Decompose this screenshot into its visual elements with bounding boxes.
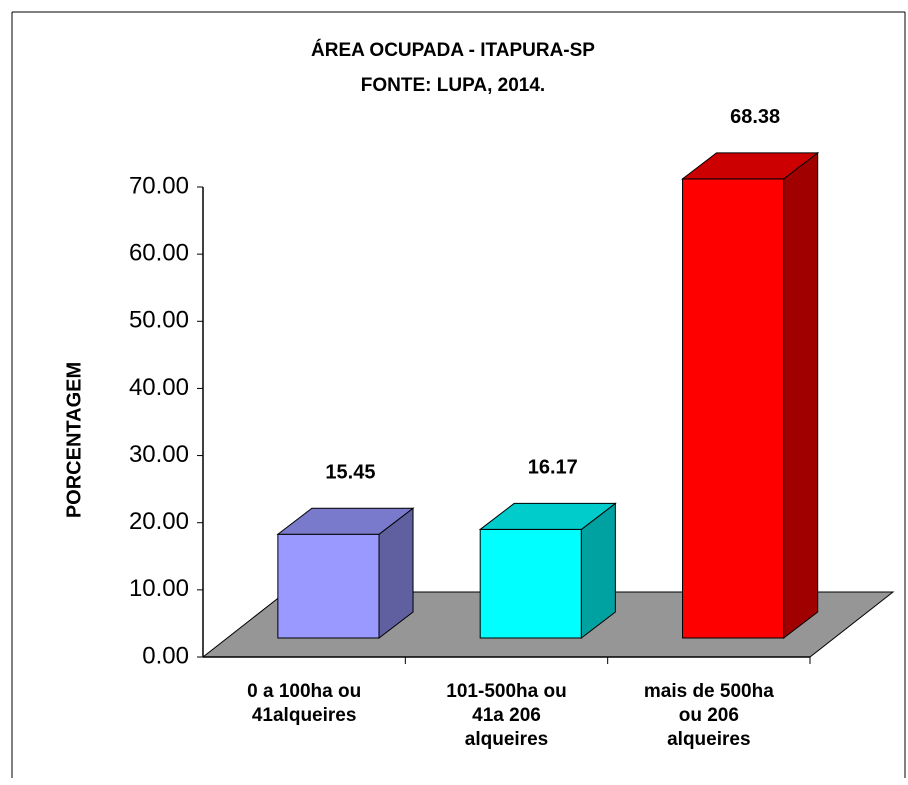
y-tick-label: 20.00 xyxy=(129,508,189,535)
x-tick-label: 101-500ha ou 41a 206 alqueires xyxy=(446,681,567,750)
y-tick-label: 50.00 xyxy=(129,307,189,334)
y-tick-label: 60.00 xyxy=(129,239,189,266)
y-tick-label: 40.00 xyxy=(129,374,189,401)
bar-front xyxy=(277,533,380,639)
value-label: 16.17 xyxy=(528,457,578,479)
y-tick-label: 30.00 xyxy=(129,441,189,468)
bar xyxy=(478,502,617,640)
bar xyxy=(681,151,820,640)
bar-top xyxy=(276,507,415,535)
bar-front xyxy=(479,528,582,639)
bar-front xyxy=(682,178,785,639)
y-tick-label: 10.00 xyxy=(129,575,189,602)
value-label: 68.38 xyxy=(730,106,780,128)
y-tick-label: 0.00 xyxy=(142,642,189,669)
x-tick-label: mais de 500ha ou 206 alqueires xyxy=(643,681,774,750)
x-tick-label: 0 a 100ha ou 41alqueires xyxy=(247,681,362,726)
bar-side xyxy=(783,151,819,640)
bar-top xyxy=(681,152,820,180)
chart-title: ÁREA OCUPADA - ITAPURA-SP xyxy=(311,39,595,61)
bar-top xyxy=(478,502,617,530)
y-tick-label: 70.00 xyxy=(129,172,189,199)
bar xyxy=(276,507,415,640)
chart-subtitle: FONTE: LUPA, 2014. xyxy=(361,75,545,96)
value-label: 15.45 xyxy=(325,462,375,484)
y-axis-label: PORCENTAGEM xyxy=(63,362,85,518)
